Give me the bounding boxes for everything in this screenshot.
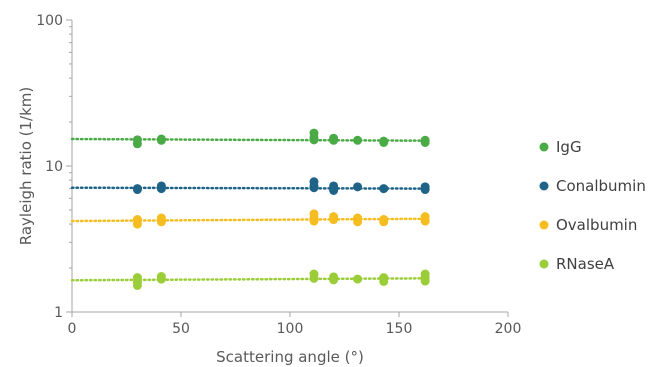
data-point-rnasea [132,280,142,290]
legend-marker-ovalbumin [539,220,549,230]
legend-marker-igg [539,142,549,152]
x-tick-label: 150 [386,321,413,337]
data-point-conalbumin [420,185,430,195]
data-point-ovalbumin [379,217,389,227]
axes [66,19,509,317]
trend-lines [70,137,427,282]
data-point-igg [379,137,389,147]
data-point-ovalbumin [156,217,166,227]
legend-label-rnasea: RNaseA [556,255,615,273]
legend-marker-conalbumin [539,181,549,191]
y-axis-title: Rayleigh ratio (1/km) [17,87,35,245]
data-point-igg [156,135,166,145]
data-point-conalbumin [156,184,166,194]
legend-label-igg: IgG [556,138,582,156]
data-point-ovalbumin [353,217,363,227]
data-point-conalbumin [132,185,142,195]
y-tick-labels: 1 10 100 [36,13,63,321]
data-point-conalbumin [353,182,363,192]
data-point-rnasea [379,276,389,286]
data-point-rnasea [329,275,339,285]
trend-line-conalbumin [70,186,427,190]
data-point-ovalbumin [132,219,142,229]
data-point-rnasea [156,274,166,284]
y-tick-label: 10 [45,159,63,175]
data-point-conalbumin [309,183,319,193]
data-point-rnasea [353,274,363,284]
data-point-rnasea [309,273,319,283]
data-point-rnasea [420,276,430,286]
trend-line-igg [70,137,427,142]
data-point-igg [420,137,430,147]
legend-label-conalbumin: Conalbumin [556,177,646,195]
x-tick-label: 200 [495,321,522,337]
data-point-igg [329,135,339,145]
data-point-igg [353,135,363,145]
data-point-conalbumin [379,184,389,194]
x-tick-label: 100 [277,321,304,337]
data-point-igg [309,135,319,145]
x-axis-title: Scattering angle (°) [216,348,364,366]
data-point-ovalbumin [420,216,430,226]
data-point-ovalbumin [329,215,339,225]
x-tick-label: 50 [172,321,190,337]
x-tick-labels: 0 50 100 150 200 [68,321,522,337]
legend-marker-rnasea [539,259,549,269]
legend: IgG Conalbumin Ovalbumin RNaseA [539,138,646,273]
trend-line-ovalbumin [70,217,427,223]
y-tick-label: 1 [54,305,63,321]
x-tick-label: 0 [68,321,77,337]
trend-line-rnasea [70,277,427,282]
data-point-conalbumin [329,185,339,195]
data-points [132,128,430,290]
data-point-ovalbumin [309,216,319,226]
y-tick-label: 100 [36,13,63,29]
data-point-igg [132,139,142,149]
legend-label-ovalbumin: Ovalbumin [556,216,637,234]
